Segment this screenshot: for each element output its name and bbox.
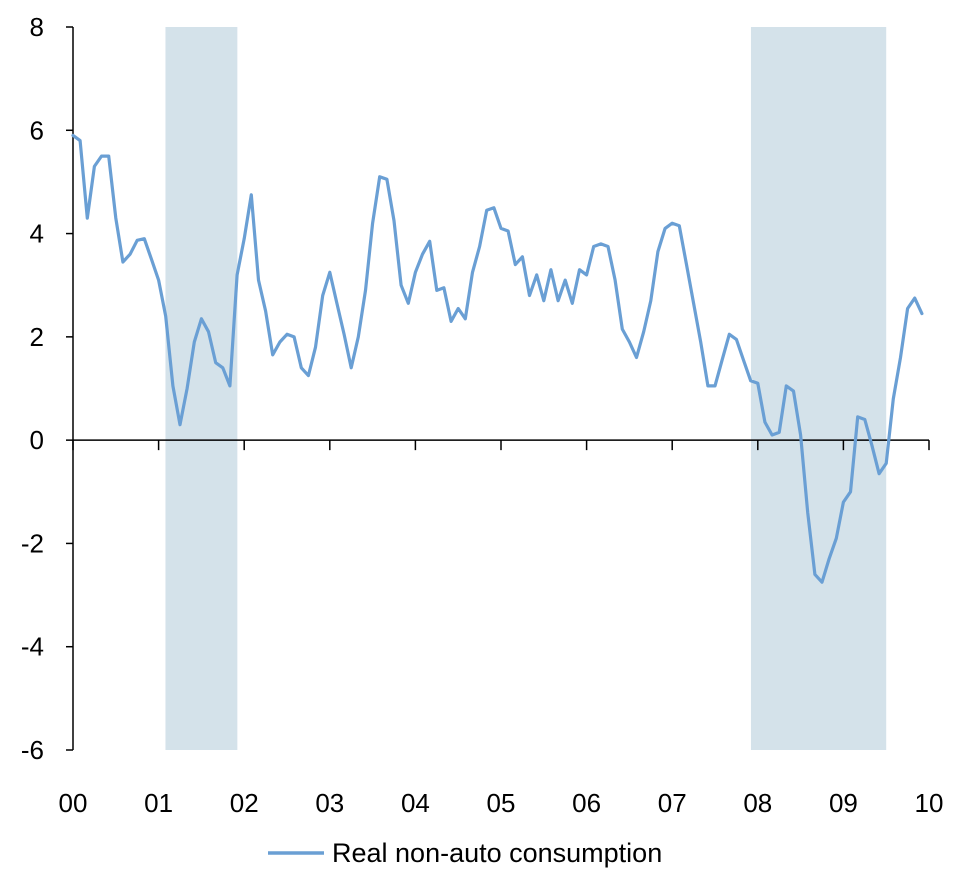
y-tick-label: 2 [30,322,44,352]
x-tick-label: 01 [144,788,173,818]
y-tick-label: 6 [30,115,44,145]
x-tick-label: 02 [230,788,259,818]
y-tick-label: -2 [21,528,44,558]
x-tick-label: 06 [572,788,601,818]
x-tick-label: 08 [743,788,772,818]
y-tick-label: 8 [30,12,44,42]
x-tick-label: 00 [59,788,88,818]
x-tick-label: 07 [658,788,687,818]
x-tick-label: 10 [915,788,944,818]
legend: Real non-auto consumption [268,838,662,868]
series-group [71,133,924,584]
x-tick-label: 05 [487,788,516,818]
x-tick-label: 03 [315,788,344,818]
x-tick-label: 09 [829,788,858,818]
recession-shade-2 [750,27,887,750]
y-tick-label: 4 [30,219,44,249]
y-tick-label: -6 [21,735,44,765]
x-tick-label: 04 [401,788,430,818]
series-line-1 [71,133,924,584]
y-tick-label: 0 [30,425,44,455]
y-tick-label: -4 [21,632,44,662]
recession-shade-1 [165,27,238,750]
axes-group: 8 6 4 2 0 -2 -4 -6 00 01 02 03 04 05 06 07 08 09 10 [21,12,944,818]
legend-label: Real non-auto consumption [332,838,662,868]
recession-shading-group [165,27,887,750]
